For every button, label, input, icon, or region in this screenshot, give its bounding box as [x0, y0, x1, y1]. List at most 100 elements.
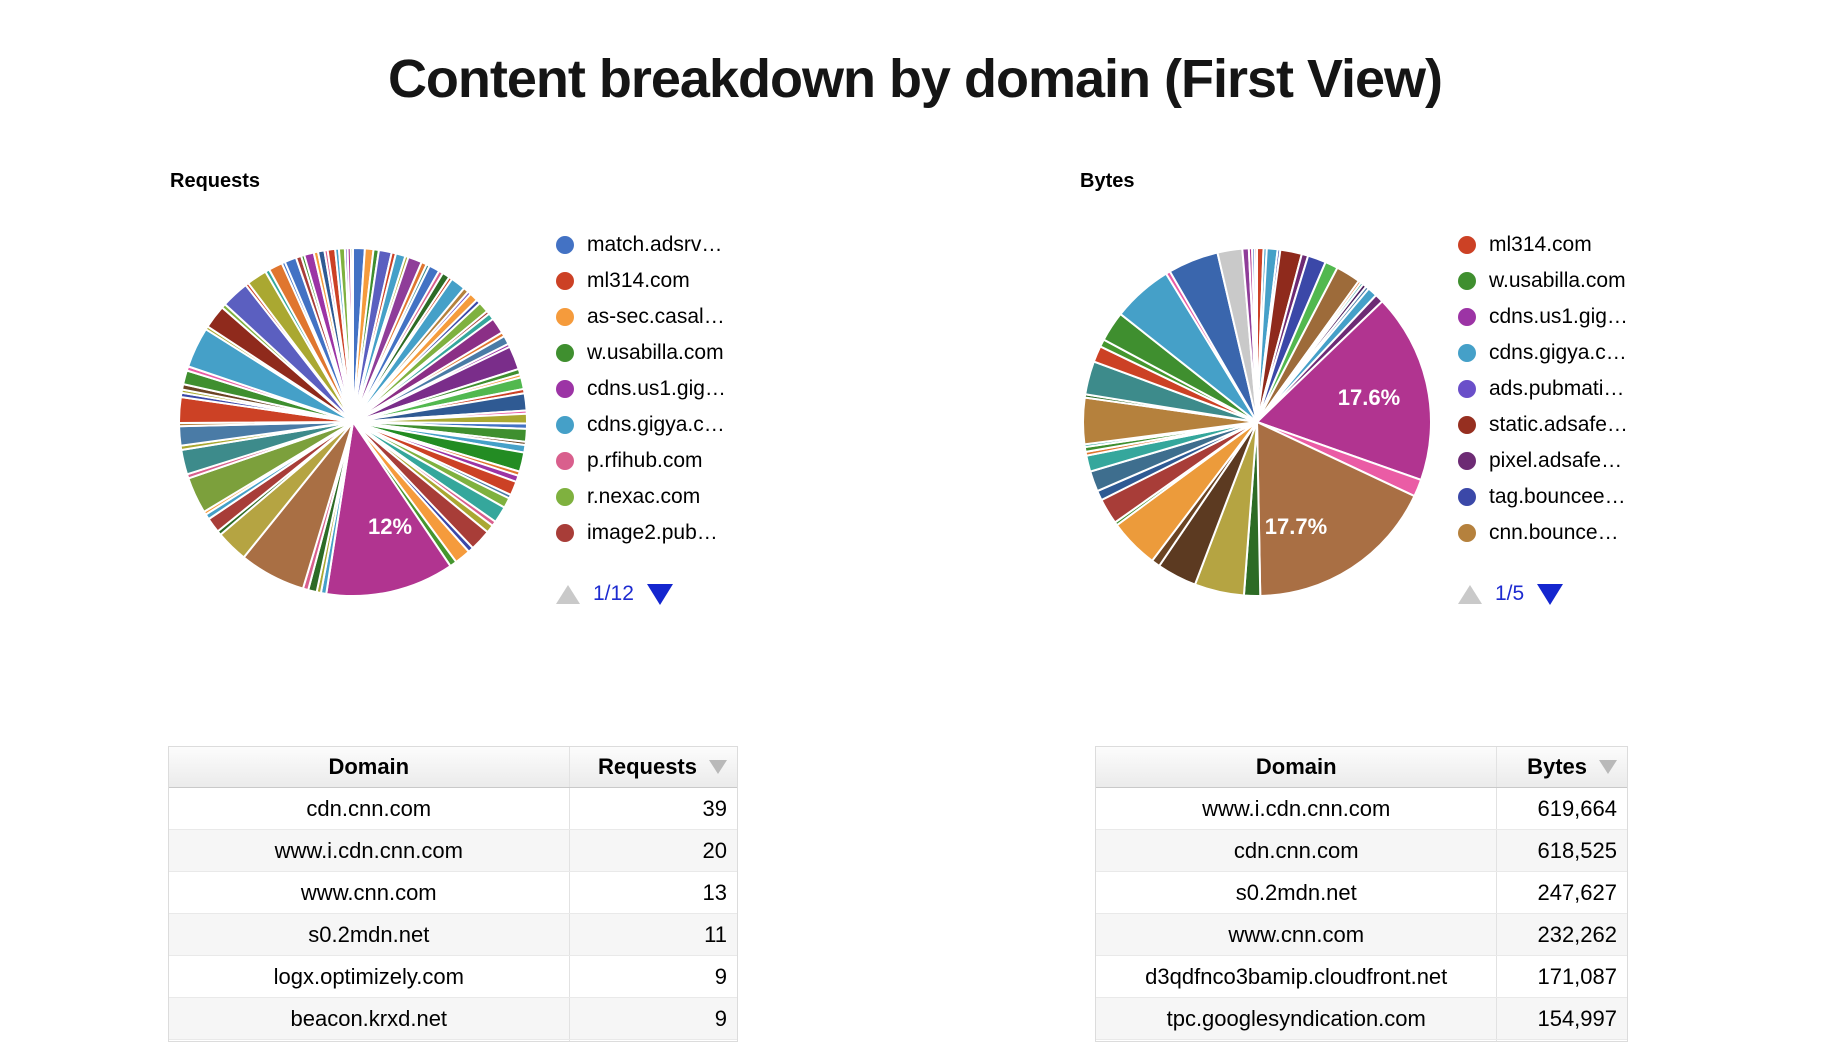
pie-slice-label: 12% — [368, 514, 412, 539]
legend-item-label: cnn.bounce… — [1489, 521, 1619, 544]
domain-cell: tpc.googlesyndication.com — [1166, 1005, 1426, 1031]
legend-page-indicator: 1/5 — [1495, 582, 1525, 605]
value-cell: 247,627 — [1496, 872, 1627, 913]
table-header-value-label: Requests — [597, 754, 697, 779]
requests-legend-pager: 1/12 — [556, 580, 673, 608]
table-row[interactable]: logx.optimizely.com 9 — [169, 955, 737, 997]
legend-page-indicator: 1/12 — [593, 582, 634, 605]
page-title: Content breakdown by domain (First View) — [387, 49, 1443, 110]
legend-item-label: w.usabilla.com — [1489, 269, 1626, 292]
legend-item[interactable]: ml314.com — [556, 263, 796, 299]
table-row[interactable]: www.i.cdn.cnn.com 20 — [169, 829, 737, 871]
legend-color-dot-icon — [556, 488, 574, 506]
pie-slice[interactable] — [1255, 420, 1416, 597]
table-header-value-sorted[interactable]: Requests — [568, 747, 737, 787]
legend-color-dot-icon — [556, 272, 574, 290]
requests-table: Domain Requests cdn.cnn.com 39 www.i.cdn.cnn… — [168, 746, 738, 1042]
legend-item[interactable]: as-sec.casal… — [556, 299, 796, 335]
bytes-pie-chart[interactable]: 17.6% 17.7% — [1072, 237, 1442, 607]
legend-color-dot-icon — [1458, 272, 1476, 290]
legend-item[interactable]: cdns.gigya.c… — [1458, 335, 1698, 371]
table-row[interactable]: www.cnn.com 13 — [169, 871, 737, 913]
sort-desc-icon — [1599, 760, 1617, 774]
legend-item-label: match.adsrv… — [587, 233, 723, 256]
bytes-table: Domain Bytes www.i.cdn.cnn.com 619,664 cdn.c… — [1095, 746, 1628, 1042]
legend-color-dot-icon — [1458, 488, 1476, 506]
legend-item-label: cdns.gigya.c… — [587, 413, 725, 436]
bytes-legend: ml314.com w.usabilla.com cdns.us1.gig… cdns… — [1458, 227, 1698, 551]
domain-cell: beacon.krxd.net — [290, 1005, 448, 1031]
value-cell: 39 — [568, 788, 737, 829]
legend-page-down-icon[interactable] — [646, 583, 673, 605]
legend-item[interactable]: pixel.adsafe… — [1458, 443, 1698, 479]
domain-cell: www.cnn.com — [1228, 921, 1365, 947]
legend-item[interactable]: match.adsrv… — [556, 227, 796, 263]
table-header-value-sorted[interactable]: Bytes — [1496, 747, 1627, 787]
legend-item-label: static.adsafe… — [1489, 413, 1628, 436]
table-header-domain[interactable]: Domain — [1255, 754, 1337, 779]
value-cell — [568, 1040, 737, 1041]
table-row[interactable]: s0.2mdn.net 247,627 — [1096, 871, 1627, 913]
legend-item-label: image2.pub… — [587, 521, 718, 544]
pie-slice[interactable] — [1253, 246, 1258, 423]
pie-slice-label: 17.7% — [1265, 514, 1327, 539]
legend-item[interactable]: p.rfihub.com — [556, 443, 796, 479]
legend-item[interactable]: r.nexac.com — [556, 479, 796, 515]
legend-color-dot-icon — [556, 380, 574, 398]
pie-slice[interactable] — [1255, 299, 1432, 482]
legend-item[interactable]: ads.pubmati… — [1458, 371, 1698, 407]
legend-item[interactable]: image2.pub… — [556, 515, 796, 551]
domain-cell: d3qdfnco3bamip.cloudfront.net — [1145, 963, 1448, 989]
requests-legend: match.adsrv… ml314.com as-sec.casal… w.usab… — [556, 227, 796, 551]
legend-item-label: ml314.com — [1489, 233, 1592, 256]
legend-item[interactable]: tag.bouncee… — [1458, 479, 1698, 515]
legend-color-dot-icon — [556, 344, 574, 362]
legend-item[interactable]: static.adsafe… — [1458, 407, 1698, 443]
table-row[interactable]: cdn.cnn.com 39 — [169, 788, 737, 829]
legend-item[interactable]: ml314.com — [1458, 227, 1698, 263]
value-cell: 20 — [568, 830, 737, 871]
pie-slice[interactable] — [349, 246, 354, 423]
domain-cell: s0.2mdn.net — [1235, 879, 1357, 905]
legend-item-label: tag.bouncee… — [1489, 485, 1626, 508]
value-cell: 154,997 — [1496, 998, 1627, 1039]
legend-item-label: w.usabilla.com — [587, 341, 724, 364]
value-cell: 619,664 — [1496, 788, 1627, 829]
table-row[interactable]: tpc.googlesyndication.com 154,997 — [1096, 997, 1627, 1039]
value-cell: 618,525 — [1496, 830, 1627, 871]
table-row[interactable]: www.i.cdn.cnn.com 619,664 — [1096, 788, 1627, 829]
table-row[interactable] — [169, 1039, 737, 1041]
legend-color-dot-icon — [556, 524, 574, 542]
legend-color-dot-icon — [1458, 452, 1476, 470]
table-row[interactable]: d3qdfnco3bamip.cloudfront.net 171,087 — [1096, 955, 1627, 997]
legend-item-label: ads.pubmati… — [1489, 377, 1625, 400]
legend-color-dot-icon — [556, 308, 574, 326]
legend-page-up-icon[interactable] — [1458, 584, 1482, 604]
table-row[interactable]: beacon.krxd.net 9 — [169, 997, 737, 1039]
legend-page-up-icon[interactable] — [556, 584, 580, 604]
requests-pie-chart[interactable]: 12% — [168, 237, 538, 607]
legend-item[interactable]: cnn.bounce… — [1458, 515, 1698, 551]
domain-cell: cdn.cnn.com — [1233, 837, 1359, 863]
table-row[interactable] — [1096, 1039, 1627, 1041]
table-row[interactable]: s0.2mdn.net 11 — [169, 913, 737, 955]
value-cell: 9 — [568, 998, 737, 1039]
legend-item-label: pixel.adsafe… — [1489, 449, 1623, 472]
value-cell — [1496, 1040, 1627, 1041]
table-header-domain[interactable]: Domain — [328, 754, 410, 779]
table-row[interactable]: www.cnn.com 232,262 — [1096, 913, 1627, 955]
legend-item[interactable]: cdns.us1.gig… — [556, 371, 796, 407]
domain-cell: cdn.cnn.com — [306, 795, 432, 821]
value-cell: 11 — [568, 914, 737, 955]
legend-item[interactable]: w.usabilla.com — [556, 335, 796, 371]
legend-page-down-icon[interactable] — [1537, 583, 1564, 605]
pie-slice[interactable] — [325, 419, 452, 597]
domain-cell: www.i.cdn.cnn.com — [1202, 795, 1391, 821]
table-row[interactable]: cdn.cnn.com 618,525 — [1096, 829, 1627, 871]
domain-cell: logx.optimizely.com — [273, 963, 464, 989]
legend-item[interactable]: cdns.gigya.c… — [556, 407, 796, 443]
pie-slice-label: 17.6% — [1338, 385, 1400, 410]
legend-item[interactable]: cdns.us1.gig… — [1458, 299, 1698, 335]
legend-item[interactable]: w.usabilla.com — [1458, 263, 1698, 299]
table-header-value-label: Bytes — [1527, 754, 1587, 779]
